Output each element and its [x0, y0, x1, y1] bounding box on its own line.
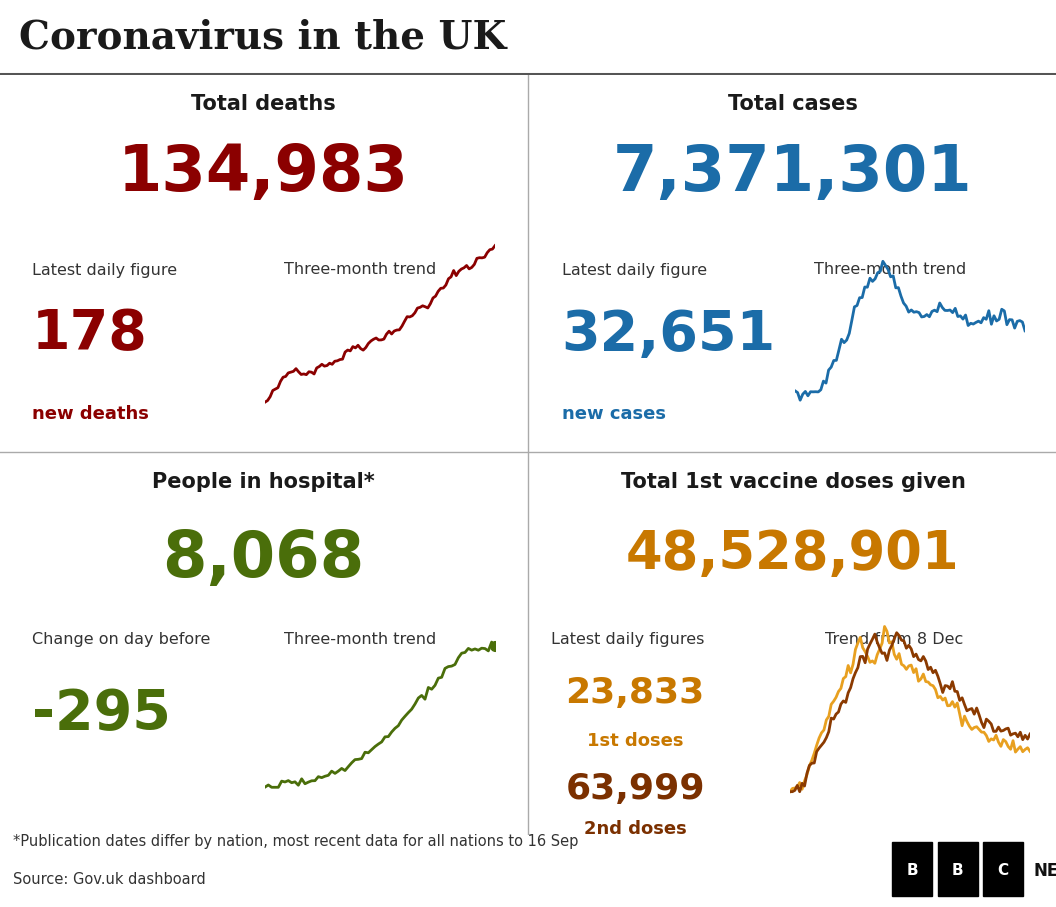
Text: NEWS: NEWS	[1034, 862, 1056, 880]
Text: 8,068: 8,068	[162, 528, 364, 590]
Text: 48,528,901: 48,528,901	[626, 528, 960, 580]
Text: new deaths: new deaths	[32, 405, 149, 423]
Text: C: C	[998, 863, 1008, 878]
Text: People in hospital*: People in hospital*	[152, 473, 375, 493]
Text: -295: -295	[32, 688, 170, 741]
Text: Latest daily figure: Latest daily figure	[562, 262, 706, 278]
Text: B: B	[906, 863, 919, 878]
FancyBboxPatch shape	[938, 843, 978, 896]
Text: 134,983: 134,983	[117, 142, 409, 204]
Text: 63,999: 63,999	[565, 772, 705, 806]
Text: 7,371,301: 7,371,301	[614, 142, 973, 204]
Text: 23,833: 23,833	[566, 676, 704, 710]
Text: Total cases: Total cases	[728, 93, 857, 113]
FancyBboxPatch shape	[892, 843, 932, 896]
Text: Three-month trend: Three-month trend	[284, 631, 436, 647]
Text: Change on day before: Change on day before	[32, 631, 210, 647]
Text: Three-month trend: Three-month trend	[814, 262, 966, 278]
Text: new cases: new cases	[562, 405, 665, 423]
Text: B: B	[951, 863, 964, 878]
Text: Coronavirus in the UK: Coronavirus in the UK	[19, 19, 507, 57]
Text: 32,651: 32,651	[562, 307, 776, 362]
Text: Latest daily figure: Latest daily figure	[32, 262, 176, 278]
Text: Latest daily figures: Latest daily figures	[551, 631, 704, 647]
Text: 178: 178	[32, 307, 148, 362]
Text: Three-month trend: Three-month trend	[284, 262, 436, 278]
Text: Trend from 8 Dec: Trend from 8 Dec	[825, 631, 963, 647]
Text: *Publication dates differ by nation, most recent data for all nations to 16 Sep: *Publication dates differ by nation, mos…	[13, 834, 578, 849]
Text: 2nd doses: 2nd doses	[584, 820, 686, 838]
Text: Source: Gov.uk dashboard: Source: Gov.uk dashboard	[13, 873, 206, 887]
Text: Total 1st vaccine doses given: Total 1st vaccine doses given	[621, 473, 965, 493]
Text: 1st doses: 1st doses	[587, 732, 683, 749]
Text: Total deaths: Total deaths	[191, 93, 336, 113]
FancyBboxPatch shape	[983, 843, 1023, 896]
